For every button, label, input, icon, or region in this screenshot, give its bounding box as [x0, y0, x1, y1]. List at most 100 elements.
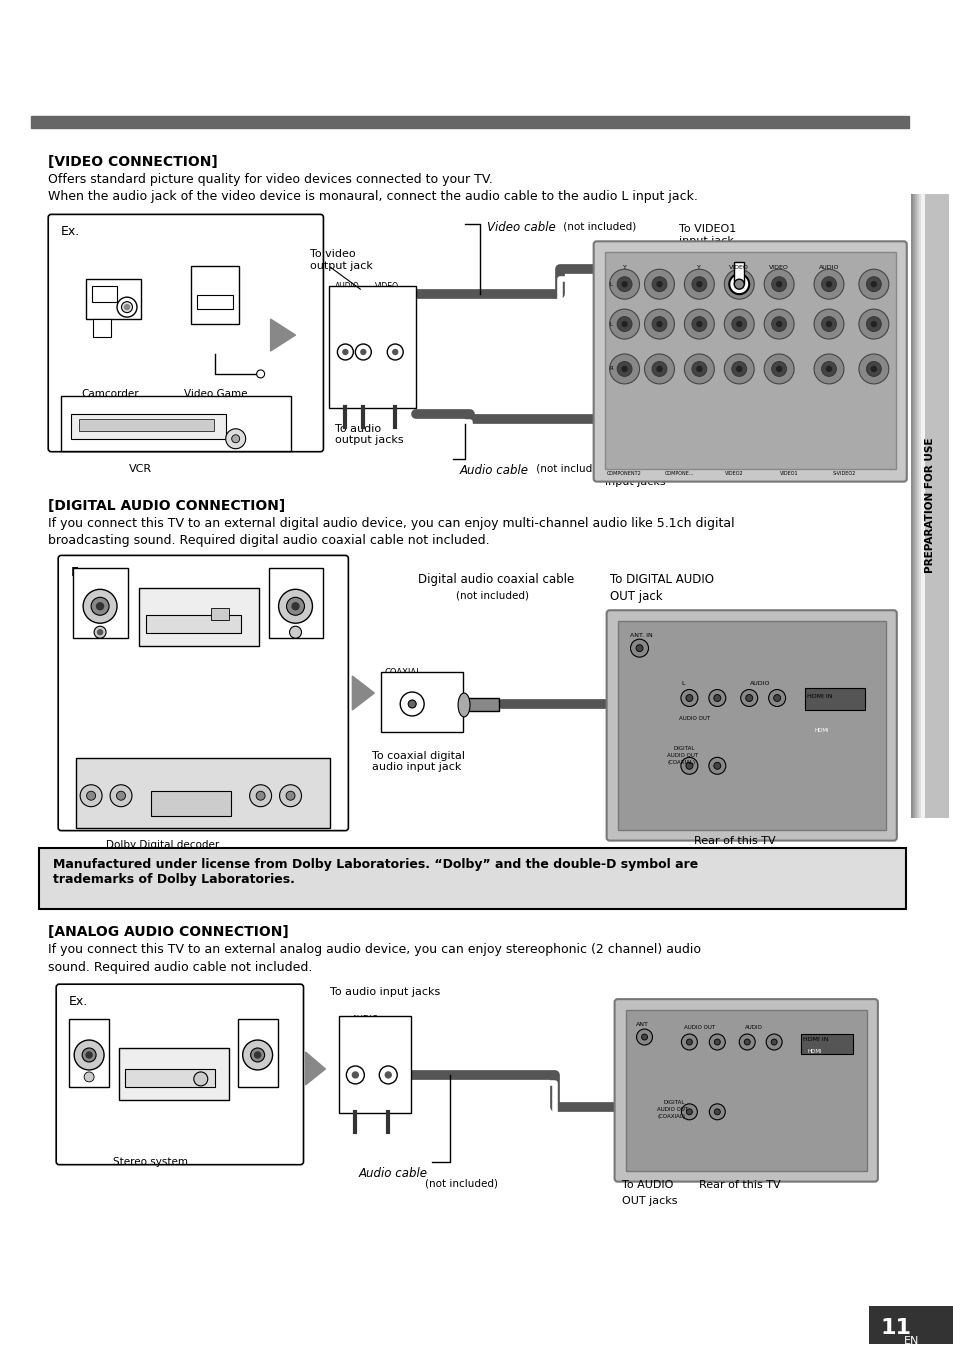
Text: VIDEO2: VIDEO2	[724, 470, 742, 476]
Ellipse shape	[763, 309, 793, 340]
Text: AUDIO OUT: AUDIO OUT	[667, 752, 698, 758]
Text: [VIDEO CONNECTION]: [VIDEO CONNECTION]	[49, 155, 217, 168]
Ellipse shape	[352, 1072, 358, 1078]
Ellipse shape	[870, 322, 876, 326]
Ellipse shape	[709, 1034, 724, 1050]
Bar	[61, 396, 291, 450]
Ellipse shape	[346, 1066, 364, 1084]
Ellipse shape	[337, 344, 353, 360]
Ellipse shape	[731, 317, 746, 332]
Ellipse shape	[683, 270, 714, 299]
Text: AUDIO OUT: AUDIO OUT	[683, 1024, 715, 1030]
Ellipse shape	[651, 317, 666, 332]
Bar	[73, 569, 128, 638]
Text: Ex.: Ex.	[70, 995, 89, 1008]
Bar	[86, 279, 141, 319]
Text: Rear of this TV: Rear of this TV	[699, 461, 781, 470]
Text: AUDIO: AUDIO	[818, 266, 839, 270]
Text: To DIGITAL AUDIO: To DIGITAL AUDIO	[609, 573, 713, 586]
Ellipse shape	[813, 270, 843, 299]
Text: VIDEO: VIDEO	[728, 266, 748, 270]
Ellipse shape	[865, 276, 881, 291]
Ellipse shape	[776, 282, 781, 287]
Text: To AUDIO: To AUDIO	[604, 461, 656, 470]
Ellipse shape	[94, 627, 106, 638]
Text: ANT. IN: ANT. IN	[629, 634, 652, 638]
Bar	[237, 1019, 277, 1086]
Text: Offers standard picture quality for video devices connected to your TV.: Offers standard picture quality for vide…	[49, 173, 493, 186]
FancyBboxPatch shape	[329, 286, 416, 408]
Bar	[70, 1019, 109, 1086]
Text: L: L	[609, 282, 612, 287]
Ellipse shape	[621, 322, 626, 326]
Ellipse shape	[745, 694, 752, 701]
Text: VIDEO: VIDEO	[768, 266, 788, 270]
Polygon shape	[352, 677, 374, 710]
Ellipse shape	[644, 355, 674, 384]
Text: When the audio jack of the video device is monaural, connect the audio cable to : When the audio jack of the video device …	[49, 190, 698, 204]
Bar	[119, 1047, 229, 1100]
Ellipse shape	[617, 361, 632, 376]
Text: EN: EN	[902, 1336, 918, 1347]
Ellipse shape	[617, 317, 632, 332]
Text: If you connect this TV to an external digital audio device, you can enjoy multi-: If you connect this TV to an external di…	[49, 516, 734, 530]
Text: L: L	[680, 681, 684, 686]
Ellipse shape	[242, 1041, 273, 1070]
Text: (not included): (not included)	[559, 221, 636, 232]
Bar	[625, 1010, 866, 1170]
Text: To audio input jacks: To audio input jacks	[330, 987, 440, 998]
Ellipse shape	[83, 589, 117, 623]
Ellipse shape	[82, 1047, 96, 1062]
Ellipse shape	[379, 1066, 396, 1084]
Text: AUDIO: AUDIO	[352, 1015, 379, 1024]
Text: Stereo system: Stereo system	[112, 1157, 188, 1167]
Ellipse shape	[821, 276, 836, 291]
Ellipse shape	[870, 282, 876, 287]
Bar	[146, 615, 240, 634]
Ellipse shape	[825, 367, 831, 372]
Polygon shape	[271, 319, 295, 350]
Ellipse shape	[116, 791, 126, 801]
Ellipse shape	[651, 361, 666, 376]
Text: OUT jack: OUT jack	[609, 590, 661, 604]
Bar	[93, 319, 111, 337]
Ellipse shape	[714, 1039, 720, 1045]
Bar	[734, 263, 743, 284]
Text: (not included): (not included)	[456, 590, 529, 600]
Ellipse shape	[278, 589, 313, 623]
Ellipse shape	[254, 1051, 260, 1058]
Ellipse shape	[121, 302, 132, 313]
Text: Ex.: Ex.	[71, 566, 91, 580]
Ellipse shape	[286, 597, 304, 615]
Bar	[804, 687, 864, 710]
Bar	[92, 286, 117, 302]
Ellipse shape	[250, 785, 272, 806]
Ellipse shape	[193, 1072, 208, 1086]
Ellipse shape	[763, 355, 793, 384]
Text: VIDEO: VIDEO	[375, 282, 399, 291]
Text: (COAXIAL): (COAXIAL)	[657, 1113, 685, 1119]
Ellipse shape	[685, 1109, 692, 1115]
Ellipse shape	[813, 355, 843, 384]
Bar	[463, 698, 498, 710]
Ellipse shape	[408, 700, 416, 708]
Ellipse shape	[636, 1029, 652, 1045]
Text: sound. Required audio cable not included.: sound. Required audio cable not included…	[49, 961, 313, 975]
Ellipse shape	[708, 758, 725, 774]
FancyBboxPatch shape	[39, 848, 904, 910]
Text: Audio cable: Audio cable	[459, 464, 529, 477]
Ellipse shape	[743, 1039, 749, 1045]
Ellipse shape	[110, 785, 132, 806]
Bar	[914, 194, 918, 818]
Text: AUDIO: AUDIO	[744, 1024, 762, 1030]
Ellipse shape	[865, 361, 881, 376]
Ellipse shape	[251, 1047, 264, 1062]
Ellipse shape	[696, 282, 701, 287]
Ellipse shape	[858, 270, 888, 299]
FancyBboxPatch shape	[614, 999, 877, 1182]
Ellipse shape	[696, 367, 701, 372]
Ellipse shape	[355, 344, 371, 360]
FancyBboxPatch shape	[381, 673, 462, 732]
Text: R: R	[338, 305, 343, 314]
Ellipse shape	[91, 597, 109, 615]
